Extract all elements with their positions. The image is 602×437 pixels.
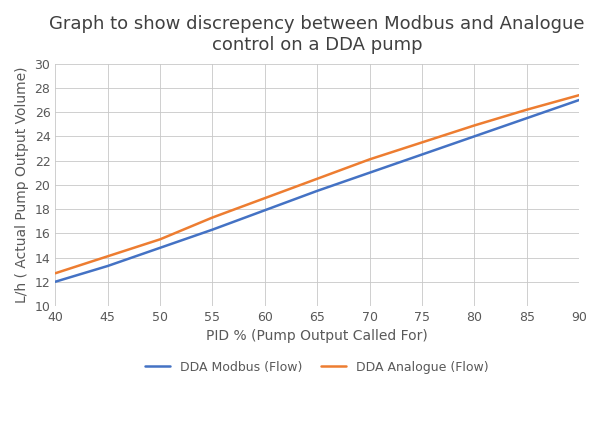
DDA Modbus (Flow) [261, 208, 268, 213]
DDA Analogue (Flow) [261, 195, 268, 201]
DDA Analogue (Flow) [209, 215, 216, 220]
Line: DDA Analogue (Flow): DDA Analogue (Flow) [55, 95, 579, 273]
X-axis label: PID % (Pump Output Called For): PID % (Pump Output Called For) [206, 329, 428, 343]
Title: Graph to show discrepency between Modbus and Analogue
control on a DDA pump: Graph to show discrepency between Modbus… [49, 15, 585, 54]
DDA Analogue (Flow) [523, 107, 530, 112]
Legend: DDA Modbus (Flow), DDA Analogue (Flow): DDA Modbus (Flow), DDA Analogue (Flow) [140, 356, 494, 379]
DDA Modbus (Flow) [209, 227, 216, 232]
DDA Modbus (Flow) [314, 188, 321, 194]
DDA Analogue (Flow) [471, 123, 478, 128]
Line: DDA Modbus (Flow): DDA Modbus (Flow) [55, 100, 579, 282]
DDA Analogue (Flow) [418, 140, 426, 145]
DDA Analogue (Flow) [576, 93, 583, 98]
DDA Modbus (Flow) [52, 279, 59, 284]
DDA Analogue (Flow) [157, 237, 164, 242]
DDA Modbus (Flow) [523, 115, 530, 121]
DDA Modbus (Flow) [366, 170, 373, 175]
Y-axis label: L/h ( Actual Pump Output Volume): L/h ( Actual Pump Output Volume) [15, 66, 29, 303]
DDA Modbus (Flow) [104, 264, 111, 269]
DDA Modbus (Flow) [576, 97, 583, 103]
DDA Analogue (Flow) [314, 176, 321, 181]
DDA Analogue (Flow) [104, 253, 111, 259]
DDA Modbus (Flow) [157, 245, 164, 250]
DDA Modbus (Flow) [418, 152, 426, 157]
DDA Modbus (Flow) [471, 134, 478, 139]
DDA Analogue (Flow) [52, 271, 59, 276]
DDA Analogue (Flow) [366, 157, 373, 162]
